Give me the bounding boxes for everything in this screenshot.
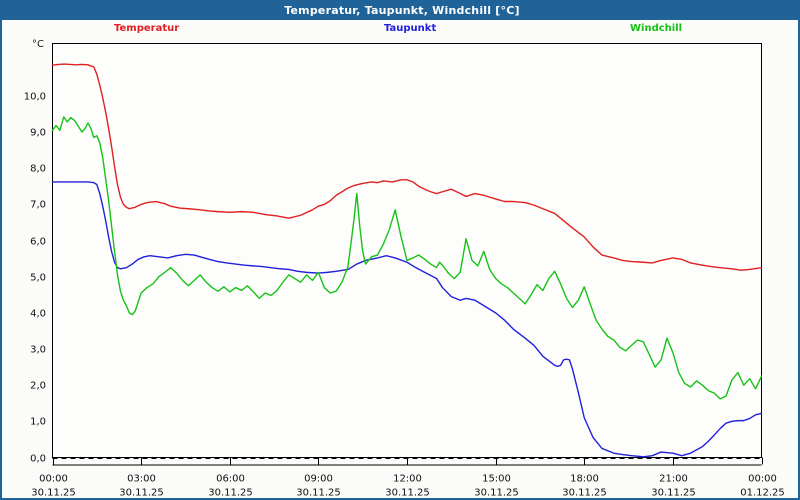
x-axis-date-label: 30.11.25 <box>474 488 519 499</box>
chart-legend: Temperatur Taupunkt Windchill <box>2 20 798 40</box>
series-group <box>51 63 763 458</box>
x-axis-time-label: 15:00 <box>482 474 511 485</box>
series-line-temperatur <box>51 63 763 271</box>
x-axis-time-label: 12:00 <box>393 474 422 485</box>
x-axis-time-label: 00:00 <box>39 474 68 485</box>
y-axis-labels: 0,0 1,0 2,0 3,0 4,0 5,0 6,0 7,0 8,0 9,0 10,0 <box>24 92 46 465</box>
y-axis-tick-label: 7,0 <box>30 200 46 211</box>
y-axis-tick-label: 3,0 <box>30 345 46 356</box>
legend-item-taupunkt: Taupunkt <box>384 23 437 34</box>
x-axis-tickmarks <box>52 457 763 466</box>
legend-item-windchill: Windchill <box>630 23 683 34</box>
plot-container: °C 0,0 1,0 2,0 3,0 4,0 5,0 6,0 7,0 8,0 9,0 10,0 00… <box>2 38 798 499</box>
x-axis-time-label: 21:00 <box>659 474 688 485</box>
x-axis-time-label: 00:00 <box>748 474 777 485</box>
series-line-windchill <box>51 116 763 400</box>
x-axis-time-label: 06:00 <box>216 474 245 485</box>
page-title: Temperatur, Taupunkt, Windchill [°C] <box>284 4 520 17</box>
y-axis-unit-label: °C <box>32 39 44 50</box>
x-axis-date-label: 30.11.25 <box>385 488 430 499</box>
plot-frame <box>51 42 763 459</box>
x-axis-date-label: 30.11.25 <box>651 488 696 499</box>
x-axis-date-label: 30.11.25 <box>208 488 253 499</box>
x-axis-labels: 00:00 30.11.25 03:00 30.11.25 06:00 30.11.25 0… <box>31 474 785 499</box>
y-axis-tick-label: 2,0 <box>30 381 46 392</box>
x-axis-date-label: 30.11.25 <box>119 488 164 499</box>
x-axis-date-label: 30.11.25 <box>562 488 607 499</box>
window-title-bar: Temperatur, Taupunkt, Windchill [°C] <box>2 2 798 20</box>
x-axis-time-label: 03:00 <box>127 474 156 485</box>
x-axis-time-label: 18:00 <box>570 474 599 485</box>
y-axis-tick-label: 8,0 <box>30 164 46 175</box>
x-axis-date-label: 30.11.25 <box>31 488 76 499</box>
x-axis-time-label: 09:00 <box>304 474 333 485</box>
y-axis-tick-label: 1,0 <box>30 417 46 428</box>
y-axis-tick-label: 0,0 <box>30 454 46 465</box>
legend-item-temperatur: Temperatur <box>114 23 180 34</box>
line-chart: °C 0,0 1,0 2,0 3,0 4,0 5,0 6,0 7,0 8,0 9,0 10,0 00… <box>24 39 785 499</box>
y-axis-tick-label: 5,0 <box>30 273 46 284</box>
y-axis-tick-label: 6,0 <box>30 237 46 248</box>
y-axis-unit-group: °C <box>32 39 44 50</box>
series-line-taupunkt <box>51 181 763 458</box>
y-axis-tick-label: 9,0 <box>30 128 46 139</box>
x-axis-date-label: 30.11.25 <box>296 488 341 499</box>
x-axis-date-label: 01.12.25 <box>740 488 785 499</box>
y-axis-tick-label: 10,0 <box>24 92 46 103</box>
y-axis-tick-label: 4,0 <box>30 309 46 320</box>
